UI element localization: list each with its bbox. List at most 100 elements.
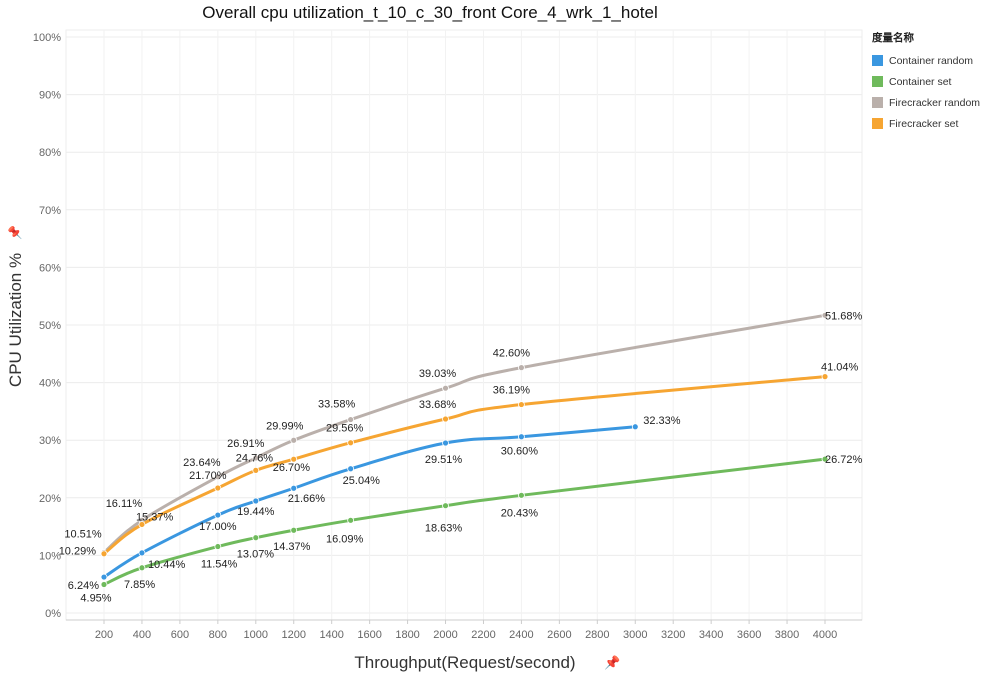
data-label: 23.64% <box>183 457 221 469</box>
y-axis-title: CPU Utilization % <box>6 253 25 387</box>
data-point <box>347 439 355 447</box>
data-label: 21.66% <box>288 493 326 505</box>
legend-item-firecracker-random[interactable]: Firecracker random <box>872 92 980 113</box>
data-label: 39.03% <box>419 368 457 380</box>
data-point <box>821 311 829 319</box>
data-point <box>347 465 355 473</box>
data-label: 25.04% <box>343 475 381 487</box>
y-tick-label: 40% <box>39 378 61 390</box>
y-tick-label: 70% <box>39 205 61 217</box>
data-point <box>138 521 146 528</box>
data-point <box>252 466 260 474</box>
legend-item-container-random[interactable]: Container random <box>872 50 980 71</box>
data-label: 26.72% <box>825 454 863 466</box>
legend-swatch <box>872 97 883 108</box>
data-point <box>442 384 449 392</box>
y-tick-label: 30% <box>39 435 61 447</box>
y-tick-label: 60% <box>39 262 61 274</box>
legend-label: Firecracker set <box>889 117 959 130</box>
x-tick-label: 200 <box>95 629 113 641</box>
series-line-firecracker-set <box>102 375 827 556</box>
data-label: 19.44% <box>237 506 275 518</box>
data-point <box>821 373 829 381</box>
x-tick-label: 3800 <box>775 629 799 641</box>
data-label: 13.07% <box>237 549 275 561</box>
data-label: 26.91% <box>227 438 265 450</box>
x-tick-label: 1200 <box>281 629 305 641</box>
data-point <box>347 416 355 423</box>
legend-label: Container random <box>889 54 974 67</box>
data-point <box>290 484 298 492</box>
data-point <box>442 415 449 423</box>
data-point <box>518 433 525 441</box>
data-label: 51.68% <box>825 310 863 322</box>
series-line-container-set <box>102 457 827 586</box>
x-tick-label: 2400 <box>509 629 533 641</box>
legend: 度量名称 Container random Container set Fire… <box>872 30 980 134</box>
data-label: 36.19% <box>493 385 531 397</box>
x-tick-label: 4000 <box>813 629 837 641</box>
x-tick-label: 3400 <box>699 629 723 641</box>
legend-label: Firecracker random <box>889 96 981 109</box>
data-label: 33.58% <box>318 399 356 411</box>
data-label: 10.44% <box>148 559 186 571</box>
data-label: 10.29% <box>59 546 97 558</box>
data-point <box>138 564 146 572</box>
y-tick-label: 0% <box>45 608 61 620</box>
pin-icon[interactable]: 📌 <box>604 654 620 670</box>
y-tick-label: 20% <box>39 493 61 505</box>
x-tick-label: 1000 <box>244 629 268 641</box>
data-label: 17.00% <box>199 521 237 533</box>
legend-label: Container set <box>889 75 952 88</box>
data-label: 14.37% <box>273 541 311 553</box>
x-tick-label: 2000 <box>433 629 457 641</box>
data-label: 26.70% <box>273 462 311 474</box>
y-tick-label: 90% <box>39 90 61 102</box>
data-label: 4.95% <box>80 592 111 604</box>
y-tick-label: 80% <box>39 147 61 159</box>
data-point <box>100 581 108 588</box>
legend-item-firecracker-set[interactable]: Firecracker set <box>872 113 980 134</box>
x-tick-label: 2200 <box>471 629 495 641</box>
x-tick-label: 800 <box>209 629 227 641</box>
x-axis-title: Throughput(Request/second) <box>354 653 575 672</box>
data-point <box>214 484 222 492</box>
data-label: 6.24% <box>68 580 99 592</box>
data-label: 16.09% <box>326 533 364 545</box>
data-point <box>518 364 525 372</box>
data-label: 29.56% <box>326 423 364 435</box>
data-point <box>214 511 222 519</box>
data-point <box>347 516 355 524</box>
data-point <box>518 401 525 408</box>
data-label: 42.60% <box>493 348 531 360</box>
data-label: 30.60% <box>501 446 539 458</box>
x-tick-label: 1800 <box>395 629 419 641</box>
data-point <box>214 543 222 550</box>
data-point <box>252 454 260 462</box>
legend-item-container-set[interactable]: Container set <box>872 71 980 92</box>
data-point <box>442 439 449 447</box>
y-tick-label: 50% <box>39 320 61 332</box>
x-tick-label: 3200 <box>661 629 685 641</box>
legend-swatch <box>872 118 883 129</box>
data-label: 29.99% <box>266 420 304 432</box>
data-label: 7.85% <box>124 579 155 591</box>
legend-swatch <box>872 55 883 66</box>
data-point <box>252 497 260 505</box>
series-line-firecracker-random <box>102 313 827 554</box>
legend-swatch <box>872 76 883 87</box>
series-line-container-random <box>102 425 637 579</box>
data-point <box>290 455 298 463</box>
data-label: 10.51% <box>64 528 102 540</box>
data-label: 16.11% <box>106 498 143 510</box>
data-point <box>442 502 449 510</box>
y-tick-label: 10% <box>39 550 61 562</box>
data-label: 33.68% <box>419 399 457 411</box>
data-point <box>821 455 829 463</box>
x-tick-label: 1400 <box>319 629 343 641</box>
data-point <box>252 534 260 542</box>
y-tick-label: 100% <box>33 32 61 44</box>
pin-icon[interactable]: 📌 <box>7 225 22 240</box>
data-point <box>631 423 639 431</box>
